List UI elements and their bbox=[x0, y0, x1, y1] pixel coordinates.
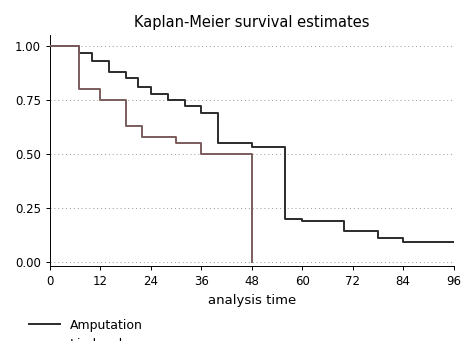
X-axis label: analysis time: analysis time bbox=[208, 294, 296, 307]
Legend: Amputation, Limb salvage: Amputation, Limb salvage bbox=[24, 314, 159, 341]
Title: Kaplan-Meier survival estimates: Kaplan-Meier survival estimates bbox=[134, 15, 369, 30]
